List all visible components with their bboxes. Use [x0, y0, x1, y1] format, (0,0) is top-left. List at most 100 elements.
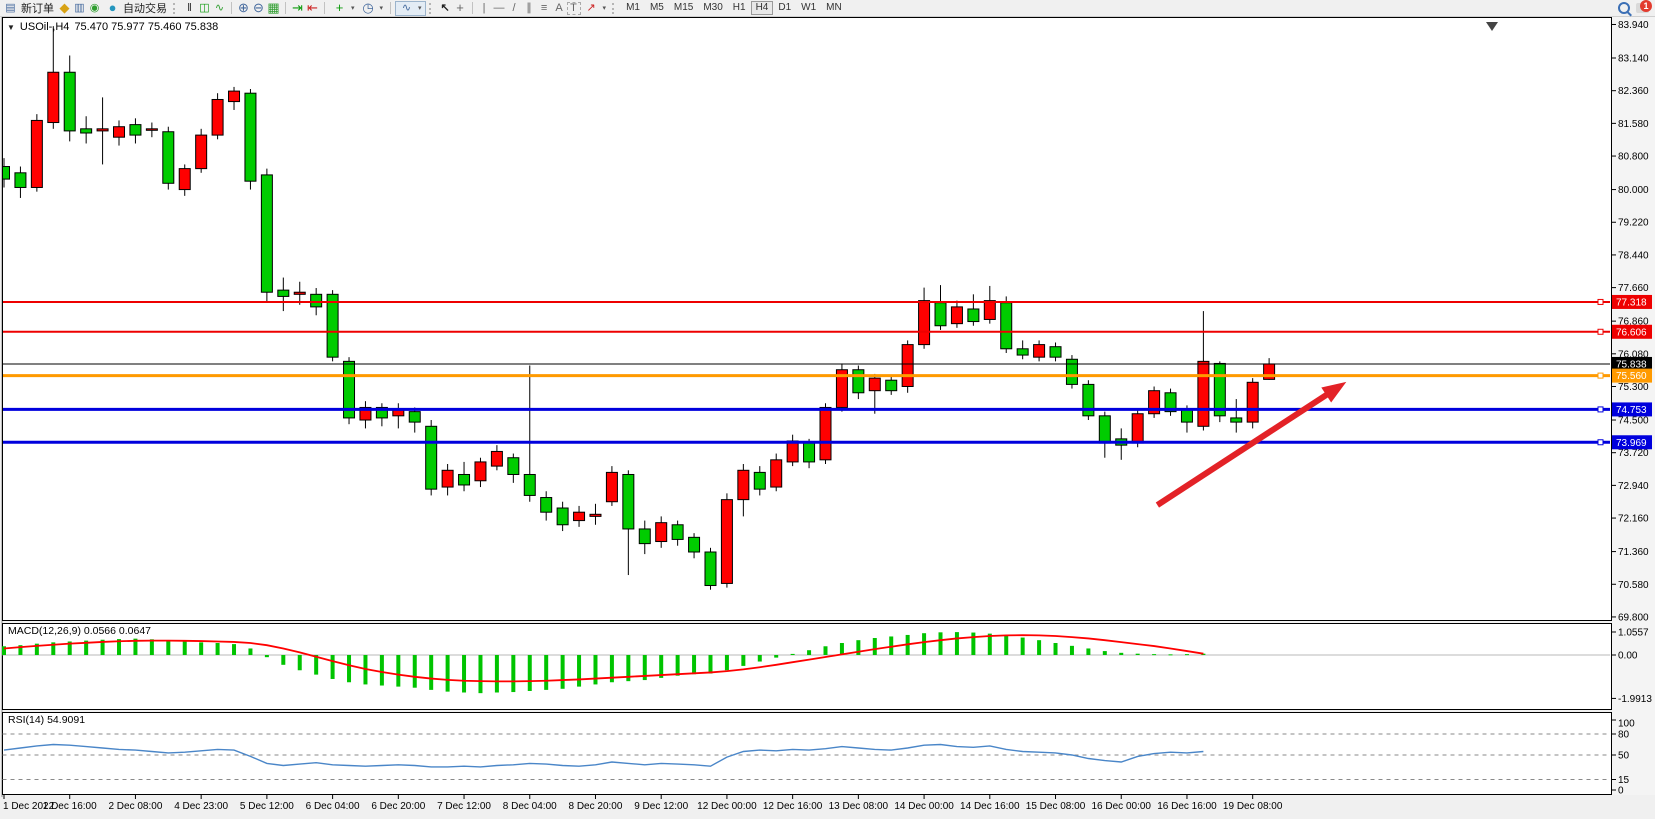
- candle: [244, 92, 257, 182]
- chevron-down-icon: ▾: [379, 5, 384, 12]
- trendline-icon[interactable]: /: [512, 2, 516, 14]
- time-label[interactable]: 12 Dec 00:00: [697, 801, 757, 812]
- toolbar-separator: [471, 2, 473, 14]
- text-icon[interactable]: A: [555, 2, 563, 14]
- timeframe-h1[interactable]: H1: [732, 2, 746, 13]
- profiles-icon[interactable]: ◆: [59, 0, 70, 15]
- time-label[interactable]: 6 Dec 20:00: [371, 801, 425, 812]
- templates-icon: ∿: [401, 2, 412, 14]
- shift-marker-icon[interactable]: [1486, 22, 1498, 31]
- time-label[interactable]: 14 Dec 00:00: [894, 801, 954, 812]
- candle: [819, 406, 832, 461]
- candle: [1164, 392, 1177, 413]
- rsi-panel[interactable]: [2, 712, 1612, 795]
- arrows-button[interactable]: ↗ ▾: [581, 1, 610, 16]
- time-label[interactable]: 14 Dec 16:00: [960, 801, 1020, 812]
- candle: [96, 128, 109, 132]
- time-label[interactable]: 4 Dec 23:00: [174, 801, 228, 812]
- time-label[interactable]: 13 Dec 08:00: [829, 801, 889, 812]
- cursor-icon[interactable]: ↖: [440, 2, 450, 14]
- timeframe-m30[interactable]: M30: [703, 2, 723, 13]
- time-label[interactable]: 8 Dec 20:00: [569, 801, 623, 812]
- price-tick-label: 71.360: [1618, 547, 1649, 558]
- trend-arrow-head[interactable]: [1321, 381, 1347, 403]
- macd-bar: [297, 655, 302, 671]
- time-label[interactable]: 16 Dec 00:00: [1091, 801, 1151, 812]
- data-window-icon[interactable]: ▥: [74, 2, 85, 14]
- time-label[interactable]: 12 Dec 16:00: [763, 801, 823, 812]
- hline-end-marker[interactable]: [1597, 298, 1604, 305]
- horizontal-line-icon[interactable]: —: [493, 2, 505, 14]
- chart-shift-icon[interactable]: ⇤: [307, 0, 318, 15]
- crosshair-icon[interactable]: +: [456, 0, 464, 15]
- candlestick-chart-icon[interactable]: ◫: [199, 2, 210, 14]
- candle: [688, 536, 701, 553]
- candle: [277, 289, 290, 297]
- macd-bar: [889, 636, 894, 655]
- candle: [868, 377, 881, 392]
- search-icon[interactable]: [1618, 2, 1630, 14]
- macd-bar: [1037, 640, 1042, 655]
- bar-chart-icon[interactable]: ‖: [187, 2, 192, 14]
- candle: [310, 293, 323, 308]
- time-label[interactable]: 16 Dec 16:00: [1157, 801, 1217, 812]
- candle: [145, 128, 158, 131]
- time-label[interactable]: 9 Dec 12:00: [634, 801, 688, 812]
- text-label-icon[interactable]: T: [566, 1, 581, 15]
- time-label[interactable]: 19 Dec 08:00: [1223, 801, 1283, 812]
- time-label[interactable]: 6 Dec 04:00: [306, 801, 360, 812]
- hline-end-marker[interactable]: [1597, 439, 1604, 446]
- notification-badge[interactable]: 1: [1640, 0, 1652, 12]
- macd-bar: [1069, 645, 1074, 655]
- timeframe-d1[interactable]: D1: [778, 2, 792, 13]
- toolbar-separator: [231, 2, 232, 14]
- macd-bar: [971, 632, 976, 655]
- trend-arrow-shaft[interactable]: [1155, 389, 1333, 508]
- timeframe-m5[interactable]: M5: [649, 2, 664, 13]
- candle: [934, 302, 947, 327]
- timeframe-w1[interactable]: W1: [801, 2, 817, 13]
- candle: [408, 411, 421, 423]
- hline-end-marker[interactable]: [1597, 328, 1604, 335]
- add-indicator-button[interactable]: + ▾: [329, 1, 358, 16]
- macd-bar: [494, 655, 499, 693]
- signal-icon[interactable]: ◉: [89, 2, 100, 14]
- macd-panel[interactable]: [2, 623, 1612, 710]
- chevron-down-icon: ▾: [351, 5, 355, 12]
- candle: [260, 174, 273, 293]
- macd-tick-label: -1.9913: [1618, 694, 1652, 705]
- notification-bubble-icon[interactable]: 1: [1636, 0, 1652, 13]
- periods-button[interactable]: ◷ ▾: [358, 1, 387, 16]
- auto-scroll-icon[interactable]: ⇥: [292, 0, 303, 15]
- candle: [1000, 302, 1013, 350]
- equidistant-channel-icon[interactable]: ∥: [526, 2, 532, 14]
- new-order-button[interactable]: ▤ 新订单: [0, 1, 57, 16]
- macd-bar: [232, 644, 237, 655]
- time-label[interactable]: 7 Dec 12:00: [437, 801, 491, 812]
- hline-end-marker[interactable]: [1597, 372, 1604, 379]
- tile-windows-icon[interactable]: ▦: [267, 0, 280, 15]
- time-label[interactable]: 5 Dec 12:00: [240, 801, 294, 812]
- auto-trading-button[interactable]: ● 自动交易: [102, 1, 170, 16]
- zoom-out-icon[interactable]: ⊖: [253, 0, 264, 15]
- time-label[interactable]: 15 Dec 08:00: [1026, 801, 1086, 812]
- zoom-in-icon[interactable]: ⊕: [238, 0, 249, 15]
- price-tick-label: 80.000: [1618, 185, 1649, 196]
- hline-end-marker[interactable]: [1597, 406, 1604, 413]
- vertical-line-icon[interactable]: |: [482, 2, 486, 14]
- timeframe-mn[interactable]: MN: [826, 2, 842, 13]
- time-label[interactable]: 1 Dec 16:00: [43, 801, 97, 812]
- templates-button[interactable]: ∿ ▾: [395, 0, 426, 16]
- fibonacci-icon[interactable]: ≡: [540, 2, 548, 14]
- time-label[interactable]: 2 Dec 08:00: [108, 801, 162, 812]
- time-label[interactable]: 1 Dec 2022: [3, 801, 55, 812]
- main-chart-panel[interactable]: [2, 17, 1612, 621]
- line-chart-icon[interactable]: ∿: [214, 2, 225, 14]
- time-label[interactable]: 8 Dec 04:00: [503, 801, 557, 812]
- toolbar-grip: [173, 2, 178, 14]
- timeframe-h4[interactable]: H4: [750, 1, 774, 15]
- timeframe-m1[interactable]: M1: [626, 2, 640, 13]
- timeframe-m15[interactable]: M15: [673, 2, 694, 13]
- symbol-dropdown-icon[interactable]: ▼: [7, 22, 15, 32]
